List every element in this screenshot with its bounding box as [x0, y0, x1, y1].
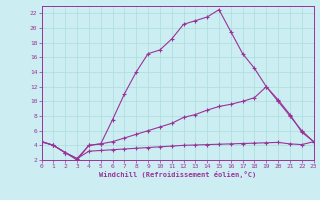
X-axis label: Windchill (Refroidissement éolien,°C): Windchill (Refroidissement éolien,°C): [99, 171, 256, 178]
